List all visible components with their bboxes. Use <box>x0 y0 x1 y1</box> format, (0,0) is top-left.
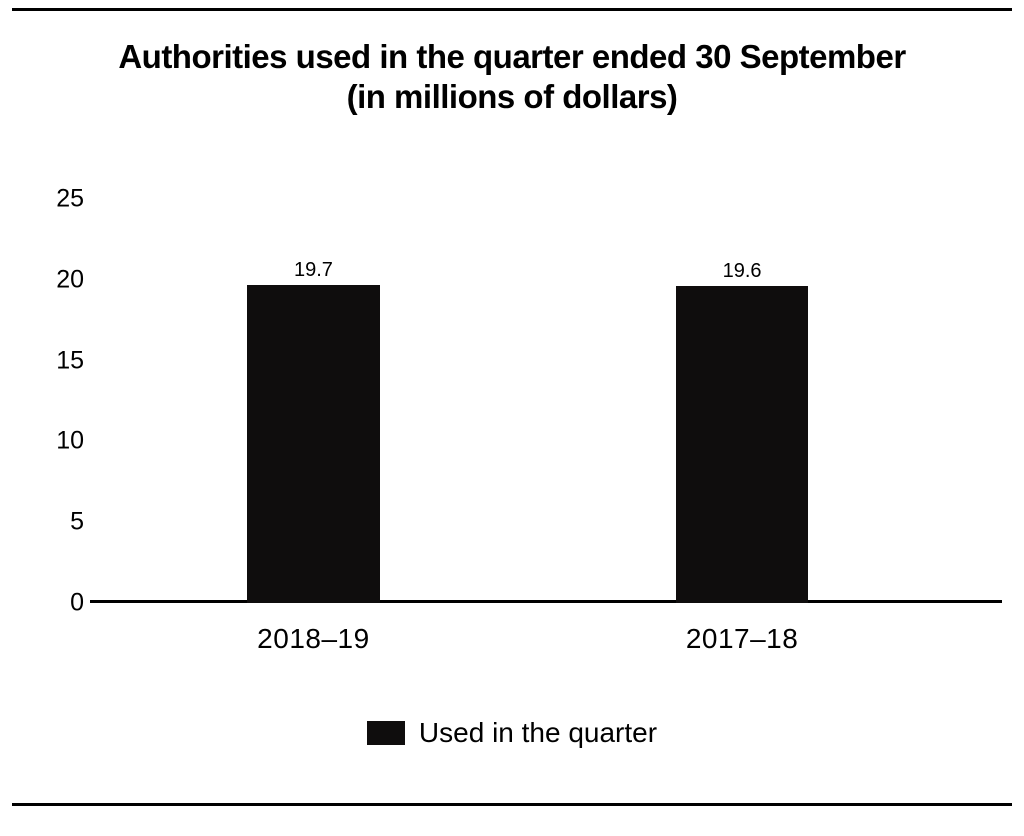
y-tick-label: 20 <box>40 265 84 294</box>
y-tick-label: 15 <box>40 346 84 375</box>
chart-title-line2: (in millions of dollars) <box>12 77 1012 117</box>
chart-plot: 051015202519.72018–1919.62017–18 <box>90 199 1002 603</box>
bar-value-label: 19.6 <box>682 260 802 283</box>
chart-bar <box>676 286 808 603</box>
chart-title: Authorities used in the quarter ended 30… <box>12 37 1012 116</box>
legend-label: Used in the quarter <box>419 717 657 749</box>
legend-swatch-icon <box>367 721 405 745</box>
y-tick-label: 5 <box>40 508 84 537</box>
y-tick-label: 0 <box>40 589 84 618</box>
chart-bar <box>247 285 379 603</box>
y-tick-label: 10 <box>40 427 84 456</box>
y-tick-label: 25 <box>40 185 84 214</box>
bar-value-label: 19.7 <box>253 259 373 282</box>
chart-legend: Used in the quarter <box>12 717 1012 749</box>
chart-frame: Authorities used in the quarter ended 30… <box>12 8 1012 806</box>
x-category-label: 2017–18 <box>686 623 799 655</box>
chart-area: 051015202519.72018–1919.62017–18 <box>36 199 1002 603</box>
chart-title-line1: Authorities used in the quarter ended 30… <box>12 37 1012 77</box>
x-category-label: 2018–19 <box>257 623 370 655</box>
x-axis-line <box>90 600 1002 603</box>
